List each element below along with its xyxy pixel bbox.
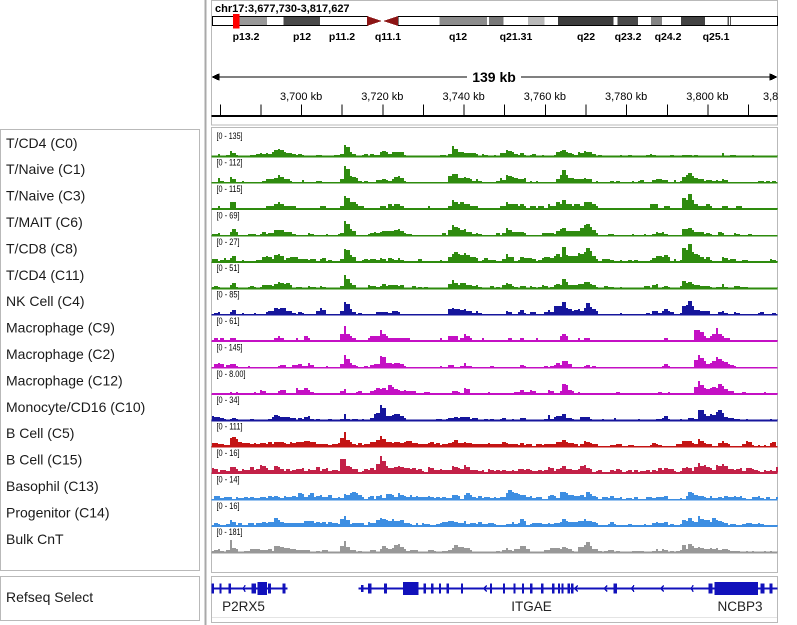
svg-text:p11.2: p11.2: [329, 31, 355, 43]
svg-text:[0 - 51]: [0 - 51]: [217, 263, 240, 273]
svg-text:T/Naive (C3): T/Naive (C3): [6, 188, 85, 204]
svg-text:[0 - 61]: [0 - 61]: [217, 316, 240, 326]
svg-text:[0 - 145]: [0 - 145]: [217, 342, 243, 352]
svg-text:T/CD8 (C8): T/CD8 (C8): [6, 240, 78, 256]
svg-text:B Cell (C5): B Cell (C5): [6, 425, 74, 441]
svg-text:[0 - 16]: [0 - 16]: [217, 501, 240, 511]
svg-text:Progenitor (C14): Progenitor (C14): [6, 504, 110, 520]
svg-text:[0 - 181]: [0 - 181]: [217, 527, 243, 537]
svg-text:P2RX5: P2RX5: [222, 599, 265, 614]
svg-text:q21.31: q21.31: [500, 31, 533, 43]
svg-text:[0 - 135]: [0 - 135]: [217, 131, 243, 141]
svg-text:Basophil (C13): Basophil (C13): [6, 478, 99, 494]
svg-text:T/Naive (C1): T/Naive (C1): [6, 161, 85, 177]
svg-text:q24.2: q24.2: [655, 31, 682, 43]
svg-text:T/MAIT (C6): T/MAIT (C6): [6, 214, 83, 230]
svg-text:[0 - 34]: [0 - 34]: [217, 395, 240, 405]
svg-text:chr17:3,677,730-3,817,627: chr17:3,677,730-3,817,627: [215, 3, 350, 15]
svg-text:q25.1: q25.1: [703, 31, 730, 43]
svg-text:3,800 kb: 3,800 kb: [686, 91, 728, 103]
svg-text:3,760 kb: 3,760 kb: [524, 91, 566, 103]
svg-text:[0 - 14]: [0 - 14]: [217, 474, 240, 484]
svg-text:B Cell (C15): B Cell (C15): [6, 452, 82, 468]
svg-text:NK Cell (C4): NK Cell (C4): [6, 293, 85, 309]
svg-text:139 kb: 139 kb: [472, 69, 516, 85]
svg-text:Macrophage (C2): Macrophage (C2): [6, 346, 115, 362]
svg-text:NCBP3: NCBP3: [717, 599, 762, 614]
svg-text:T/CD4 (C0): T/CD4 (C0): [6, 135, 78, 151]
svg-text:[0 - 69]: [0 - 69]: [217, 210, 240, 220]
svg-text:Bulk CnT: Bulk CnT: [6, 531, 64, 547]
svg-text:Macrophage (C9): Macrophage (C9): [6, 320, 115, 336]
svg-text:q12: q12: [449, 31, 467, 43]
svg-text:3,720 kb: 3,720 kb: [361, 91, 403, 103]
svg-text:[0 - 8.00]: [0 - 8.00]: [217, 369, 246, 379]
svg-text:[0 - 27]: [0 - 27]: [217, 237, 240, 247]
svg-text:[0 - 111]: [0 - 111]: [217, 422, 243, 432]
svg-text:Refseq Select: Refseq Select: [6, 589, 93, 605]
svg-text:3,700 kb: 3,700 kb: [280, 91, 322, 103]
svg-text:Monocyte/CD16 (C10): Monocyte/CD16 (C10): [6, 399, 145, 415]
svg-text:q11.1: q11.1: [375, 31, 401, 43]
svg-text:[0 - 115]: [0 - 115]: [217, 184, 243, 194]
svg-text:3,740 kb: 3,740 kb: [442, 91, 484, 103]
svg-text:p12: p12: [293, 31, 311, 43]
svg-text:3,8: 3,8: [763, 91, 778, 103]
svg-text:[0 - 16]: [0 - 16]: [217, 448, 240, 458]
svg-text:Macrophage (C12): Macrophage (C12): [6, 372, 123, 388]
svg-text:[0 - 85]: [0 - 85]: [217, 290, 240, 300]
svg-text:3,780 kb: 3,780 kb: [605, 91, 647, 103]
svg-text:p13.2: p13.2: [233, 31, 260, 43]
svg-text:[0 - 112]: [0 - 112]: [217, 158, 243, 168]
svg-text:q22: q22: [577, 31, 595, 43]
svg-text:ITGAE: ITGAE: [511, 599, 552, 614]
svg-text:q23.2: q23.2: [615, 31, 642, 43]
svg-text:T/CD4 (C11): T/CD4 (C11): [6, 267, 84, 283]
